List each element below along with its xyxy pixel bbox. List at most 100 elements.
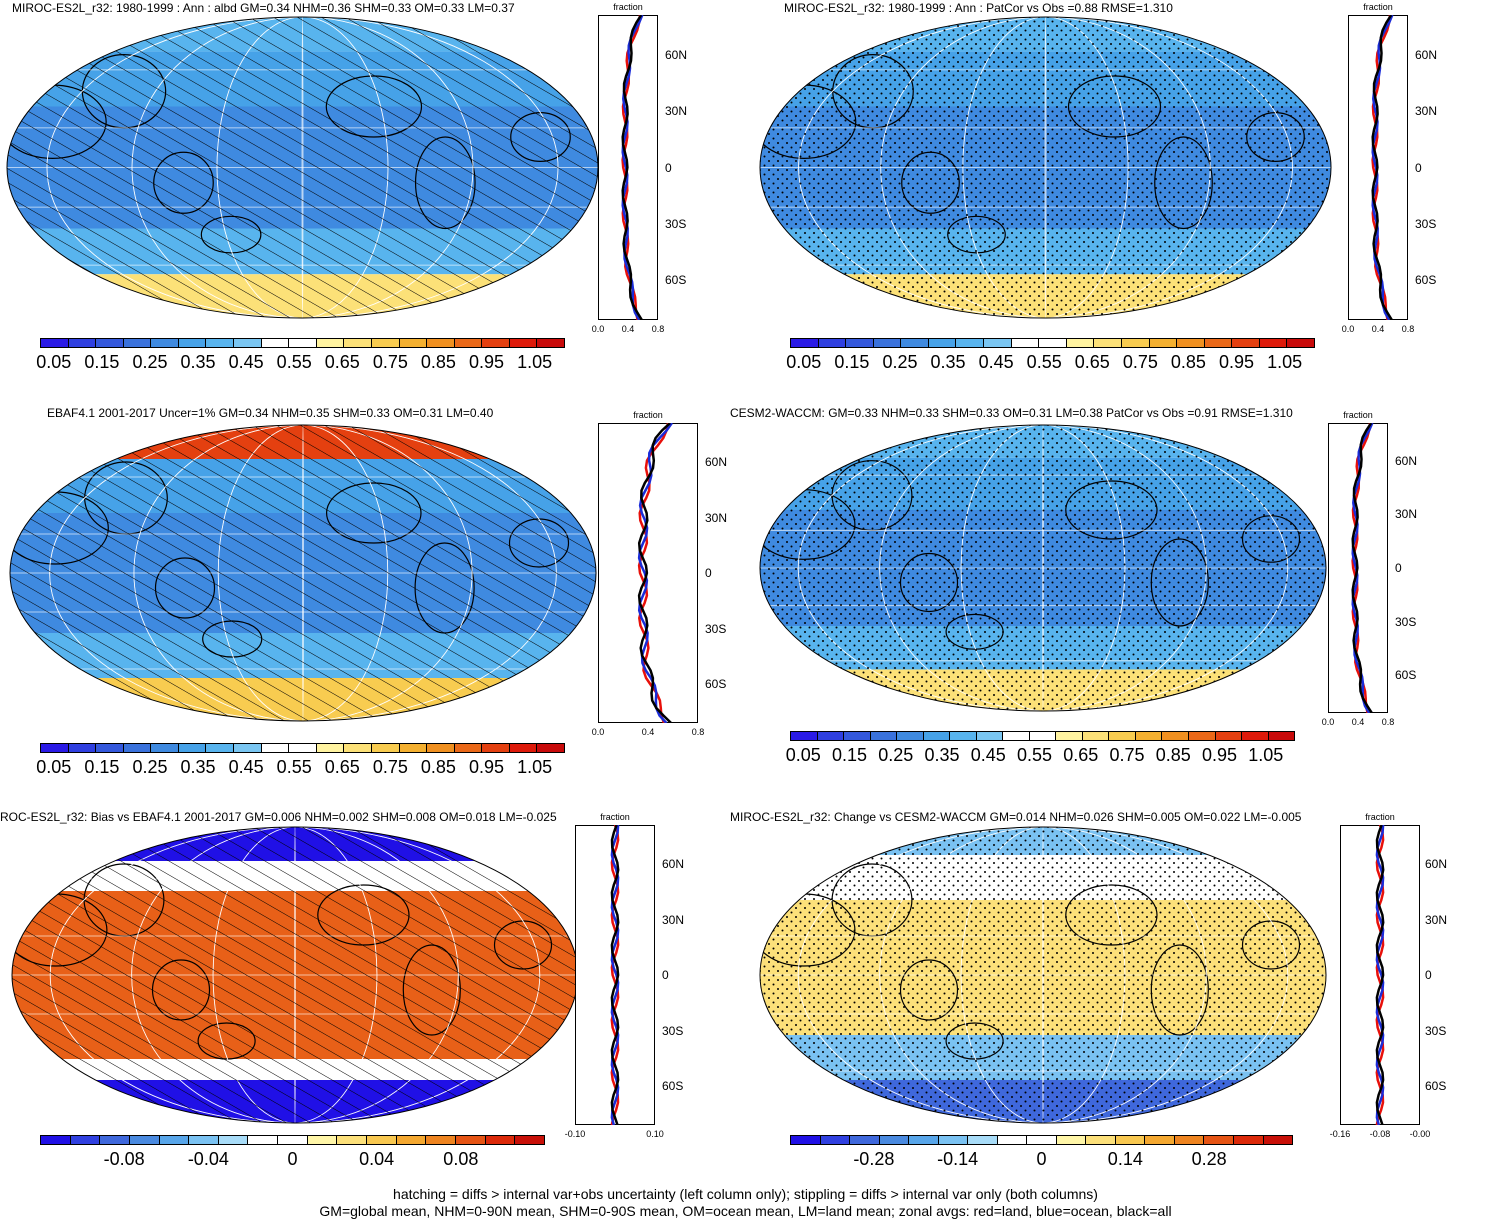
latitude-tick-label: 0 — [1425, 968, 1432, 982]
colorbar-tick-label: 0.25 — [132, 757, 168, 777]
zonal-all-curve — [1351, 423, 1373, 713]
colorbar-tick-label: 0.65 — [324, 352, 360, 372]
figure-footer: hatching = diffs > internal var+obs unce… — [0, 1186, 1491, 1220]
colorbar-tick-label: 0.75 — [1109, 745, 1145, 765]
zonal-land-curve — [1375, 825, 1385, 1125]
colorbar — [790, 731, 1295, 741]
latitude-tick-label: 0 — [1395, 561, 1402, 575]
zonal-axis-title: fraction — [600, 812, 630, 822]
zonal-axis-title: fraction — [1365, 812, 1395, 822]
zonal-x-tick-label: 0.4 — [641, 727, 655, 737]
colorbar-tick-label: 0.15 — [84, 757, 120, 777]
colorbar-tick-label: 0.55 — [276, 352, 312, 372]
footer-line-1: hatching = diffs > internal var+obs unce… — [393, 1186, 1098, 1202]
zonal-x-tick-label: 0.8 — [1401, 324, 1415, 334]
colorbar-tick-label: 0.95 — [468, 352, 505, 372]
latitude-tick-label: 60N — [665, 47, 688, 62]
latitude-tick-label: 30S — [1415, 216, 1437, 231]
latitude-tick-label: 0 — [1415, 160, 1422, 175]
panel-title: ROC-ES2L_r32: Bias vs EBAF4.1 2001-2017 … — [0, 810, 557, 824]
zonal-mean-plot — [1348, 15, 1408, 320]
zonal-all-curve — [637, 423, 672, 723]
colorbar-tick-label: 0.35 — [930, 352, 966, 372]
latitude-tick-label: 30S — [705, 621, 727, 636]
colorbar — [40, 338, 565, 348]
colorbar-tick-label: 0.28 — [1191, 1149, 1227, 1169]
colorbar-tick-label: 0.85 — [420, 352, 456, 372]
colorbar — [790, 1135, 1293, 1145]
zonal-x-tick-label: 0.4 — [621, 324, 635, 334]
colorbar-tick-label: 0.45 — [970, 745, 1006, 765]
latitude-tick-label: 60N — [662, 857, 685, 871]
colorbar-tick-label: 0.35 — [180, 352, 216, 372]
colorbar-tick-label: 0.95 — [468, 757, 505, 777]
latitude-tick-label: 30N — [1425, 912, 1448, 927]
colorbar-tick-label: 0.85 — [420, 757, 456, 777]
latitude-tick-label: 60S — [665, 273, 687, 288]
colorbar-tick-label: -0.04 — [187, 1149, 229, 1169]
colorbar-tick-label: 0.04 — [359, 1149, 395, 1169]
colorbar-tick-label: 0.08 — [443, 1149, 479, 1169]
zonal-x-tick-label: 0.10 — [646, 1129, 664, 1139]
latitude-tick-label: 0 — [705, 566, 712, 580]
colorbar-tick-label: 0 — [287, 1149, 298, 1169]
latitude-tick-label: 60S — [1425, 1079, 1447, 1093]
latitude-tick-label: 60S — [662, 1079, 684, 1093]
latitude-tick-label: 0 — [662, 968, 669, 982]
panel-title: MIROC-ES2L_r32: Change vs CESM2-WACCM GM… — [730, 810, 1302, 824]
zonal-x-tick-label: 0.0 — [1321, 717, 1335, 727]
footer-line-2: GM=global mean, NHM=0-90N mean, SHM=0-90… — [319, 1203, 1172, 1219]
zonal-all-curve — [610, 825, 620, 1125]
colorbar-tick-label: 0.05 — [36, 352, 72, 372]
colorbar-tick-label: 0.15 — [832, 745, 868, 765]
colorbar-tick-label: 0.45 — [228, 352, 264, 372]
world-map — [759, 16, 1332, 319]
latitude-tick-label: 30N — [1395, 507, 1418, 522]
latitude-tick-label: 0 — [665, 160, 672, 175]
colorbar-tick-label: -0.28 — [853, 1149, 895, 1169]
zonal-mean-plot — [598, 15, 658, 320]
zonal-land-curve — [621, 15, 642, 320]
colorbar — [790, 338, 1315, 348]
zonal-axis-title: fraction — [1343, 410, 1373, 420]
colorbar-tick-label: 0.45 — [228, 757, 264, 777]
zonal-all-curve — [1375, 825, 1385, 1125]
zonal-x-tick-label: 0.4 — [1371, 324, 1385, 334]
latitude-tick-label: 60N — [705, 455, 728, 469]
colorbar-tick-label: 0.15 — [84, 352, 120, 372]
panel-title: MIROC-ES2L_r32: 1980-1999 : Ann : PatCor… — [784, 1, 1173, 15]
world-map — [759, 826, 1327, 1124]
latitude-tick-label: 60S — [705, 677, 727, 691]
colorbar-tick-label: 0.05 — [786, 352, 822, 372]
zonal-x-tick-label: 0.8 — [691, 727, 705, 737]
colorbar-tick-label: 0.95 — [1218, 352, 1255, 372]
zonal-x-tick-label: 0.8 — [651, 324, 665, 334]
colorbar-tick-label: 0.55 — [1026, 352, 1062, 372]
latitude-tick-label: 30S — [665, 216, 687, 231]
latitude-tick-label: 60S — [1395, 668, 1417, 683]
zonal-land-curve — [1371, 15, 1392, 320]
latitude-tick-label: 30N — [665, 104, 688, 119]
colorbar-tick-label: 1.05 — [1248, 745, 1284, 765]
colorbar-tick-label: 0.25 — [878, 745, 914, 765]
colorbar-tick-label: 0.15 — [834, 352, 870, 372]
colorbar-tick-label: 0.85 — [1170, 352, 1206, 372]
colorbar-tick-label: 0.75 — [1122, 352, 1158, 372]
colorbar-tick-label: 0 — [1036, 1149, 1047, 1169]
colorbar-tick-label: 1.05 — [517, 352, 553, 372]
zonal-x-tick-label: 0.0 — [591, 727, 605, 737]
zonal-axis-title: fraction — [633, 410, 663, 420]
zonal-mean-plot — [1328, 423, 1388, 713]
panel-title: MIROC-ES2L_r32: 1980-1999 : Ann : albd G… — [12, 1, 515, 15]
colorbar-tick-label: 0.05 — [36, 757, 72, 777]
zonal-x-tick-label: -0.00 — [1409, 1129, 1431, 1139]
colorbar-tick-label: 0.05 — [785, 745, 821, 765]
world-map — [9, 424, 597, 722]
world-map — [6, 16, 599, 319]
colorbar-tick-label: -0.08 — [103, 1149, 145, 1169]
zonal-land-curve — [637, 423, 670, 723]
panel-title: CESM2-WACCM: GM=0.33 NHM=0.33 SHM=0.33 O… — [730, 406, 1293, 420]
zonal-axis-title: fraction — [613, 2, 643, 12]
latitude-tick-label: 30N — [1415, 104, 1438, 119]
zonal-mean-plot — [575, 825, 655, 1125]
